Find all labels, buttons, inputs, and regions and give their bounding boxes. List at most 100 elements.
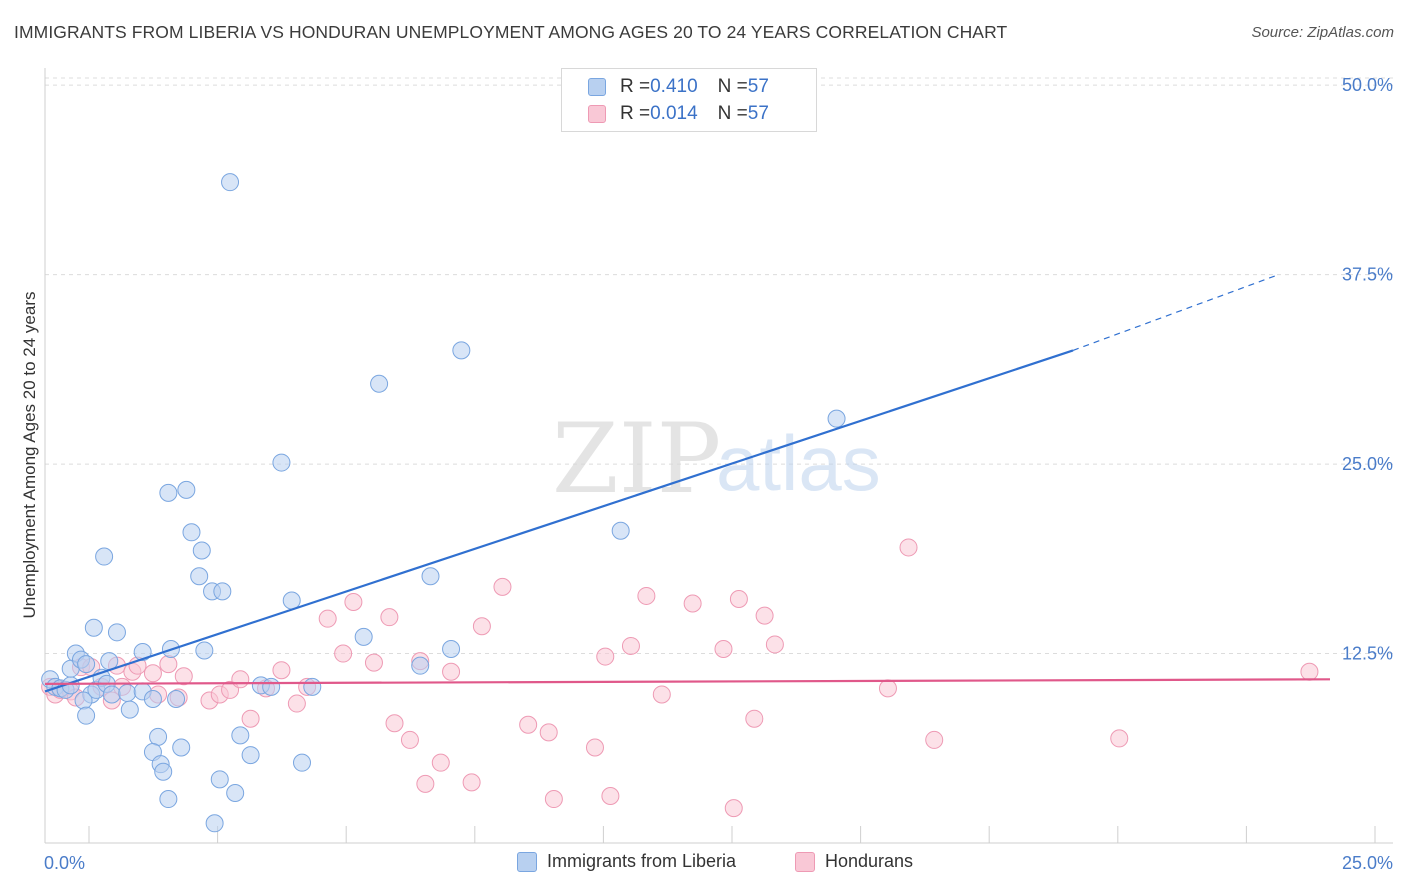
x-tick-label: 0.0% — [44, 853, 85, 873]
liberia-point — [133, 643, 152, 662]
honduran-point — [544, 790, 563, 809]
liberia-point — [354, 627, 373, 646]
honduran-trend-line — [44, 678, 1331, 685]
liberia-point — [120, 700, 139, 719]
liberia-trend-extension — [1072, 274, 1279, 351]
honduran-point — [745, 709, 764, 728]
honduran-point — [231, 670, 250, 689]
liberia-point — [370, 374, 389, 393]
liberia-point — [77, 655, 96, 674]
series-legend: Immigrants from Liberia Hondurans — [0, 851, 1406, 877]
honduran-point — [596, 647, 615, 666]
honduran-point — [637, 586, 656, 605]
legend-item-liberia[interactable]: Immigrants from Liberia — [517, 851, 736, 872]
liberia-point — [172, 738, 191, 757]
honduran-point — [539, 723, 558, 742]
liberia-point — [272, 453, 291, 472]
liberia-point — [167, 690, 186, 709]
legend-r-value: 0.014 — [650, 103, 698, 124]
honduran-point — [241, 709, 260, 728]
legend-r-label: R = — [620, 103, 651, 124]
liberia-point — [411, 656, 430, 675]
liberia-point — [452, 341, 471, 360]
legend-n-label: N = — [717, 76, 748, 97]
honduran-point — [683, 594, 702, 613]
honduran-point — [765, 635, 784, 654]
honduran-point — [344, 593, 363, 612]
legend-r-value: 0.410 — [650, 76, 698, 97]
legend-row-liberia: R = 0.410 N = 57 — [588, 76, 769, 98]
legend-row-hondurans: R = 0.014 N = 57 — [588, 103, 769, 125]
liberia-point — [421, 567, 440, 586]
liberia-point — [210, 770, 229, 789]
honduran-point — [334, 644, 353, 663]
liberia-point — [205, 814, 224, 833]
y-tick-label: 37.5% — [1342, 265, 1393, 285]
legend-swatch-blue — [517, 851, 537, 872]
honduran-point — [1110, 729, 1129, 748]
honduran-point — [431, 753, 450, 772]
liberia-point — [190, 567, 209, 586]
liberia-point — [182, 523, 201, 542]
honduran-point — [601, 787, 620, 806]
honduran-point — [272, 661, 291, 680]
liberia-point — [262, 677, 281, 696]
trend-lines — [44, 274, 1331, 693]
liberia-point — [293, 753, 311, 772]
legend-n-label: N = — [717, 103, 748, 124]
honduran-point — [380, 608, 399, 627]
watermark-zip: ZIP — [552, 403, 721, 515]
honduran-point — [159, 655, 178, 674]
honduran-point — [462, 773, 481, 792]
liberia-point — [159, 790, 178, 809]
liberia-point — [221, 173, 240, 192]
y-tick-label: 50.0% — [1342, 75, 1393, 95]
liberia-point — [102, 685, 121, 704]
liberia-point — [84, 618, 103, 637]
liberia-point — [95, 547, 114, 566]
liberia-point — [149, 727, 168, 746]
correlation-legend: R = 0.410 N = 57 R = 0.014 N = 57 — [561, 68, 817, 132]
y-tick-label: 25.0% — [1342, 454, 1393, 474]
liberia-point — [231, 726, 250, 745]
axes — [44, 68, 1393, 844]
honduran-point — [385, 714, 404, 733]
honduran-point — [585, 738, 604, 757]
liberia-point — [143, 690, 162, 709]
grid-lines — [45, 77, 1393, 655]
liberia-point — [226, 783, 245, 802]
honduran-point — [714, 639, 733, 658]
honduran-point — [442, 662, 461, 681]
honduran-point — [416, 774, 435, 793]
hondurans-points — [41, 538, 1319, 818]
honduran-point — [143, 664, 162, 683]
liberia-point — [611, 521, 630, 540]
y-tick-label: 12.5% — [1342, 644, 1393, 664]
liberia-point — [282, 591, 301, 610]
honduran-point — [174, 667, 193, 686]
honduran-point — [899, 538, 918, 557]
honduran-point — [472, 617, 491, 636]
chart-title: IMMIGRANTS FROM LIBERIA VS HONDURAN UNEM… — [14, 22, 1008, 42]
legend-item-hondurans[interactable]: Hondurans — [795, 851, 913, 872]
liberia-point — [195, 641, 214, 660]
liberia-point — [192, 541, 211, 560]
honduran-point — [724, 799, 743, 818]
liberia-point — [213, 582, 232, 601]
honduran-point — [755, 606, 774, 625]
liberia-point — [77, 706, 96, 725]
honduran-point — [493, 577, 512, 596]
liberia-point — [118, 683, 137, 702]
honduran-point — [621, 636, 640, 655]
legend-label-liberia: Immigrants from Liberia — [547, 851, 737, 871]
legend-label-hondurans: Hondurans — [825, 851, 914, 871]
liberia-point — [303, 677, 322, 696]
y-axis-label: Unemployment Among Ages 20 to 24 years — [20, 291, 39, 619]
tick-labels: 12.5% 25.0% 37.5% 50.0% 0.0% 25.0% — [44, 75, 1393, 873]
liberia-point — [154, 762, 173, 781]
honduran-point — [400, 730, 419, 749]
liberia-point — [442, 639, 461, 658]
legend-swatch-pink — [795, 851, 815, 872]
